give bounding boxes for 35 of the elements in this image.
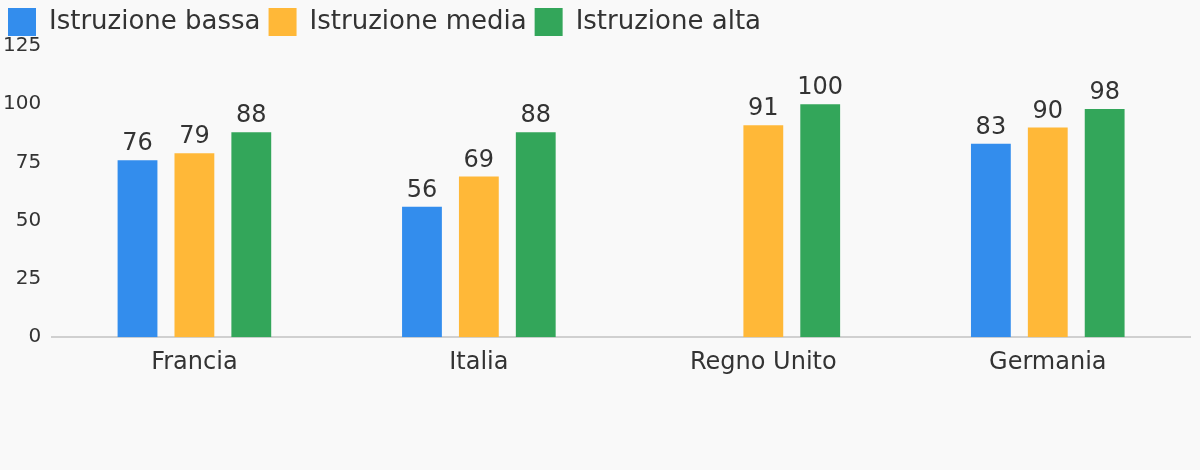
legend-label: Istruzione alta (575, 4, 762, 35)
bar (1027, 127, 1068, 338)
y-tick-label: 125 (2, 32, 42, 57)
y-tick-label: 50 (15, 206, 42, 231)
data-label: 90 (1032, 95, 1064, 124)
data-label: 98 (1089, 77, 1120, 106)
legend-label: Istruzione media (309, 4, 527, 35)
data-label: 56 (406, 174, 438, 203)
bar (402, 206, 442, 338)
data-label: 88 (236, 100, 267, 129)
bar (458, 176, 499, 338)
bar (800, 104, 841, 338)
bar (515, 132, 556, 338)
data-label: 100 (797, 72, 844, 101)
x-tick-label: Italia (449, 346, 509, 375)
bar (231, 132, 272, 338)
bar (970, 143, 1011, 338)
y-tick-label: 100 (2, 90, 42, 115)
data-label: 83 (975, 112, 1007, 141)
bar (1084, 108, 1125, 338)
y-tick-label: 25 (15, 265, 42, 290)
data-label: 76 (122, 128, 153, 157)
x-tick-label: Francia (151, 346, 238, 375)
x-tick-label: Regno Unito (689, 346, 837, 375)
data-label: 91 (748, 93, 779, 122)
data-label: 79 (179, 121, 210, 150)
y-tick-label: 0 (28, 323, 42, 348)
legend-label: Istruzione bassa (49, 4, 261, 35)
y-tick-label: 75 (15, 148, 42, 173)
bar (174, 153, 215, 338)
x-tick-label: Germania (989, 346, 1107, 375)
bar (743, 125, 784, 338)
bar (117, 160, 158, 338)
data-label: 69 (463, 144, 495, 173)
data-label: 88 (520, 100, 552, 129)
